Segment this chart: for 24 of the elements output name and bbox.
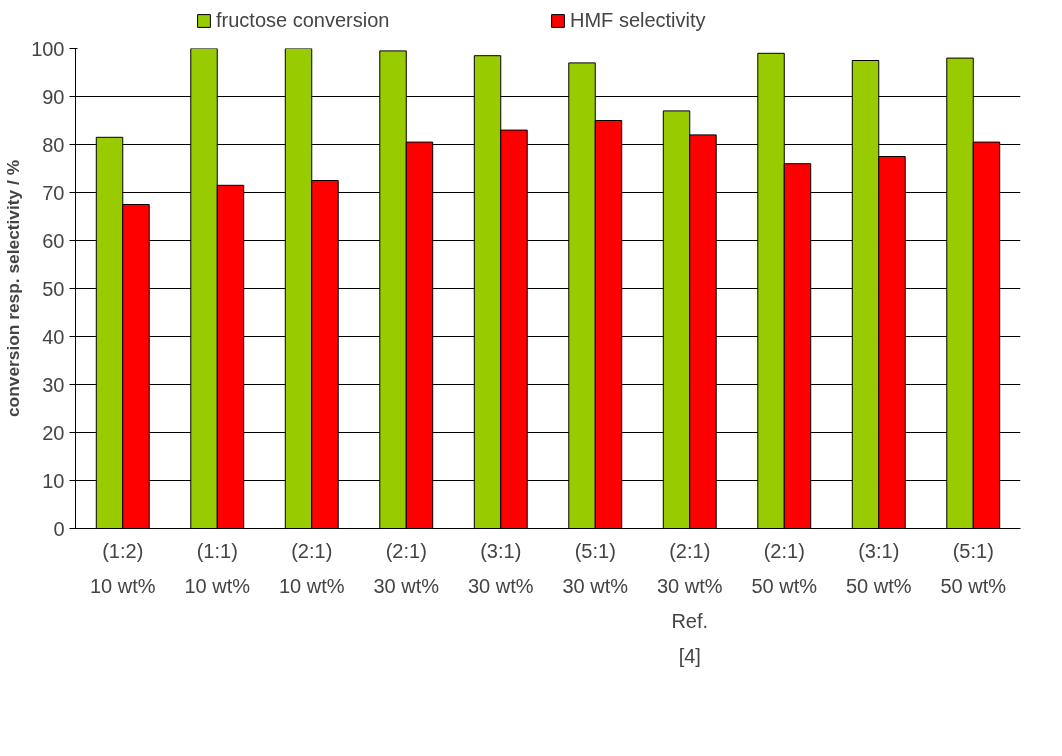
y-tick-label: 90 — [42, 85, 65, 108]
y-tick-label: 50 — [42, 277, 65, 300]
legend-label: HMF selectivity — [570, 8, 707, 32]
x-tick-label: (3:1) 30 wt% — [467, 539, 534, 597]
x-tick-label: (1:2) 10 wt% — [89, 539, 156, 597]
y-tick-label: 100 — [31, 37, 65, 60]
y-tick-label: 0 — [53, 517, 65, 540]
y-tick-label: 80 — [42, 133, 65, 156]
x-tick-label: (2:1) 50 wt% — [751, 539, 818, 597]
y-tick-label: 70 — [42, 181, 65, 204]
y-tick-label: 30 — [42, 373, 65, 396]
x-tick-label: (2:1) 10 wt% — [278, 539, 345, 597]
y-tick-label: 40 — [42, 325, 65, 348]
y-tick-label: 20 — [42, 421, 65, 444]
legend-label: fructose conversion — [216, 8, 391, 32]
x-tick-label: (3:1) 50 wt% — [845, 539, 912, 597]
x-tick-label: (5:1) 50 wt% — [940, 539, 1007, 597]
x-tick-label: (2:1) 30 wt% Ref. [4] — [656, 539, 723, 668]
y-tick-label: 60 — [42, 229, 65, 252]
x-tick-label: (2:1) 30 wt% — [373, 539, 440, 597]
y-tick-label: 10 — [42, 469, 65, 492]
x-tick-label: (5:1) 30 wt% — [562, 539, 629, 597]
y-axis-title: conversion resp. selectivity / % — [3, 159, 24, 418]
x-tick-label: (1:1) 10 wt% — [184, 539, 251, 597]
